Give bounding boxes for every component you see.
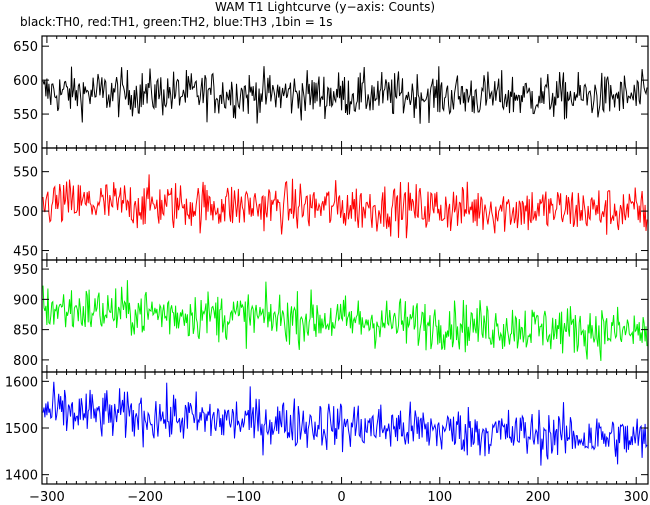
series-line-th3 [42,381,648,466]
chart-subtitle: black:TH0, red:TH1, green:TH2, blue:TH3 … [20,15,333,29]
y-tick-label-th2: 850 [13,324,38,339]
series-line-th1 [42,174,648,239]
series-line-th2 [42,280,648,361]
x-tick-label: −200 [127,490,163,505]
chart-title: WAM T1 Lightcurve (y−axis: Counts) [214,0,436,14]
x-tick-label: 200 [526,490,551,505]
y-tick-label-th1: 550 [13,166,38,181]
x-tick-label: 300 [624,490,649,505]
y-tick-label-th0: 600 [13,74,38,89]
x-tick-label: −300 [29,490,65,505]
y-tick-label-th2: 900 [13,293,38,308]
y-tick-label-th3: 1400 [5,469,38,484]
y-tick-label-th0: 650 [13,40,38,55]
series-line-th0 [42,66,648,124]
y-tick-label-th1: 450 [13,245,38,260]
y-tick-label-th3: 1500 [5,422,38,437]
y-tick-label-th1: 500 [13,205,38,220]
y-tick-label-th2: 950 [13,263,38,278]
x-tick-label: 0 [337,490,345,505]
y-tick-label-th0: 500 [13,142,38,157]
y-tick-label-th0: 550 [13,108,38,123]
x-tick-label: 100 [427,490,452,505]
y-tick-label-th2: 800 [13,354,38,369]
x-tick-label: −100 [225,490,261,505]
y-tick-label-th3: 1600 [5,375,38,390]
